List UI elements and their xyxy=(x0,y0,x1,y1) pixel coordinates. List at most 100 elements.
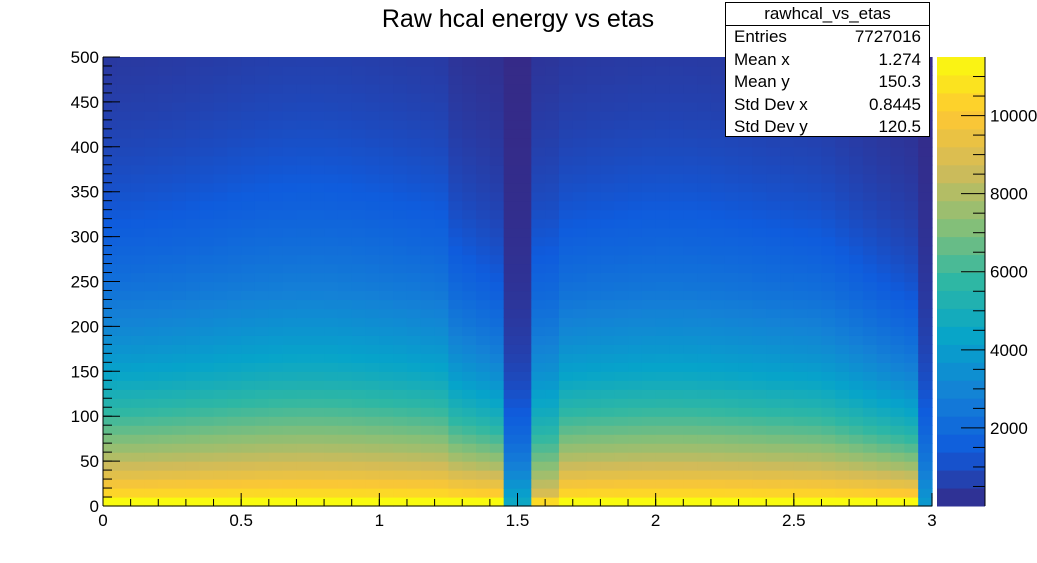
heatmap-cell xyxy=(144,317,159,327)
heatmap-cell xyxy=(807,461,823,471)
heatmap-cell xyxy=(655,326,671,336)
heatmap-cell xyxy=(130,443,146,453)
heatmap-cell xyxy=(476,281,491,292)
heatmap-cell xyxy=(158,119,173,130)
heatmap-cell xyxy=(116,110,132,121)
heatmap-cell xyxy=(600,326,615,336)
heatmap-cell xyxy=(282,137,298,148)
heatmap-cell xyxy=(103,155,118,166)
heatmap-cell xyxy=(434,74,450,85)
heatmap-cell xyxy=(710,182,726,193)
heatmap-cell xyxy=(144,101,159,112)
heatmap-cell xyxy=(144,128,159,139)
heatmap-cell xyxy=(103,479,118,489)
heatmap-cell xyxy=(614,317,629,327)
heatmap-cell xyxy=(710,326,726,336)
heatmap-cell xyxy=(296,182,311,193)
heatmap-cell xyxy=(807,218,823,229)
heatmap-cell xyxy=(282,119,298,130)
heatmap-cell xyxy=(572,461,588,471)
heatmap-cell xyxy=(268,452,284,462)
heatmap-cell xyxy=(904,299,919,310)
heatmap-cell xyxy=(310,470,325,480)
heatmap-cell xyxy=(172,155,187,166)
heatmap-cell xyxy=(655,245,671,256)
heatmap-cell xyxy=(628,407,643,417)
heatmap-cell xyxy=(420,245,436,256)
heatmap-cell xyxy=(324,119,339,130)
heatmap-cell xyxy=(890,281,905,292)
heatmap-cell xyxy=(918,308,933,319)
heatmap-cell xyxy=(144,443,159,453)
heatmap-cell xyxy=(586,74,601,85)
heatmap-cell xyxy=(780,380,795,390)
heatmap-cell xyxy=(724,344,740,354)
heatmap-cell xyxy=(268,74,284,85)
heatmap-cell xyxy=(876,407,892,417)
heatmap-cell xyxy=(379,137,394,148)
heatmap-cell xyxy=(876,200,892,211)
heatmap-cell xyxy=(130,57,146,67)
heatmap-cell xyxy=(296,434,311,444)
heatmap-cell xyxy=(586,146,601,157)
heatmap-cell xyxy=(904,497,919,507)
heatmap-cell xyxy=(185,92,201,103)
heatmap-cell xyxy=(489,353,505,363)
heatmap-cell xyxy=(641,380,657,390)
heatmap-cell xyxy=(241,470,256,480)
heatmap-cell xyxy=(862,371,878,381)
heatmap-cell xyxy=(172,65,187,76)
heatmap-cell xyxy=(503,272,519,283)
heatmap-cell xyxy=(531,146,546,157)
heatmap-cell xyxy=(185,236,201,247)
heatmap-cell xyxy=(669,326,684,336)
heatmap-cell xyxy=(227,452,242,462)
heatmap-cell xyxy=(116,335,132,345)
heatmap-cell xyxy=(310,344,325,354)
heatmap-cell xyxy=(697,425,712,435)
heatmap-cell xyxy=(282,182,298,193)
heatmap-cell xyxy=(324,299,339,310)
heatmap-cell xyxy=(669,443,684,453)
heatmap-cell xyxy=(807,371,823,381)
heatmap-cell xyxy=(586,416,601,426)
heatmap-cell xyxy=(738,362,753,372)
heatmap-cell xyxy=(351,461,367,471)
heatmap-cell xyxy=(476,83,491,94)
heatmap-cell xyxy=(268,101,284,112)
heatmap-cell xyxy=(697,209,712,220)
heatmap-cell xyxy=(807,362,823,372)
heatmap-cell xyxy=(876,416,892,426)
heatmap-cell xyxy=(296,209,311,220)
heatmap-cell xyxy=(324,137,339,148)
heatmap-cell xyxy=(185,137,201,148)
heatmap-cell xyxy=(172,416,187,426)
heatmap-cell xyxy=(365,227,380,238)
heatmap-cell xyxy=(227,191,242,202)
heatmap-cell xyxy=(185,164,201,175)
heatmap-cell xyxy=(213,254,228,265)
heatmap-cell xyxy=(503,83,519,94)
heatmap-cell xyxy=(103,57,118,67)
heatmap-cell xyxy=(766,416,781,426)
heatmap-cell xyxy=(835,389,850,399)
heatmap-cell xyxy=(531,173,546,184)
heatmap-cell xyxy=(614,182,629,193)
heatmap-cell xyxy=(614,128,629,139)
heatmap-cell xyxy=(517,74,532,85)
heatmap-cell xyxy=(448,245,463,256)
heatmap-cell xyxy=(406,101,422,112)
heatmap-cell xyxy=(489,65,505,76)
heatmap-cell xyxy=(116,236,132,247)
heatmap-cell xyxy=(185,380,201,390)
heatmap-cell xyxy=(116,191,132,202)
heatmap-cell xyxy=(489,110,505,121)
heatmap-cell xyxy=(918,299,933,310)
heatmap-cell xyxy=(614,57,629,67)
heatmap-cell xyxy=(614,110,629,121)
heatmap-cell xyxy=(199,398,215,408)
heatmap-cell xyxy=(710,137,726,148)
heatmap-cell xyxy=(130,191,146,202)
heatmap-cell xyxy=(683,146,698,157)
heatmap-cell xyxy=(351,416,367,426)
